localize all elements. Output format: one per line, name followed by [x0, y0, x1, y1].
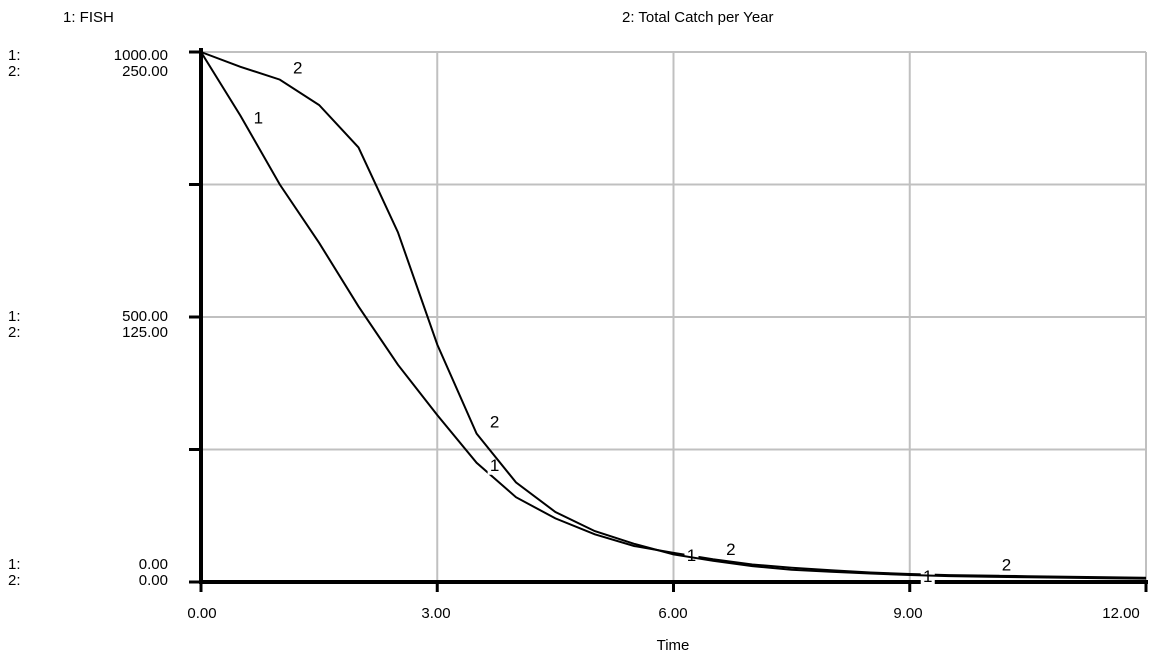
- x-tick-label: 12.00: [1102, 605, 1140, 622]
- series-2-marker-bg: [290, 61, 305, 78]
- series-1-marker: 1: [254, 109, 263, 128]
- series-2-marker-bg: [723, 542, 738, 559]
- x-tick-label: 3.00: [421, 605, 451, 622]
- y-prefix-1-top: 1:: [8, 47, 21, 64]
- series-1-marker: 1: [687, 546, 696, 565]
- series-2-marker-bg: [487, 415, 502, 432]
- series-2-marker-bg: [999, 558, 1014, 575]
- y-prefix-2-bottom: 2:: [8, 572, 21, 589]
- series-2-marker: 2: [726, 540, 735, 559]
- y-tick-2-bottom: 0.00: [138, 572, 168, 589]
- y-prefix-2-top: 2:: [8, 63, 21, 80]
- y-tick-1-mid: 500.00: [122, 308, 168, 325]
- series-2-marker: 2: [1002, 556, 1011, 575]
- series-2-marker: 2: [490, 413, 499, 432]
- series-2-line: [200, 51, 1147, 580]
- y-tick-1-top: 1000.00: [113, 47, 168, 64]
- series-1-marker: 1: [490, 456, 499, 475]
- series-1-line: [200, 51, 1147, 579]
- y-tick-2-mid: 125.00: [122, 324, 168, 341]
- y-prefix-2-mid: 2:: [8, 324, 21, 341]
- series-1-marker-bg: [920, 570, 935, 587]
- series2-title: 2: Total Catch per Year: [622, 9, 774, 26]
- x-axis-title: Time: [656, 637, 690, 654]
- y-prefix-1-bottom: 1:: [8, 556, 21, 573]
- series-1-marker: 1: [923, 567, 932, 586]
- x-tick-label: 6.00: [658, 605, 688, 622]
- x-tick-label: 9.00: [893, 605, 923, 622]
- y-prefix-1-mid: 1:: [8, 308, 21, 325]
- y-tick-2-top: 250.00: [122, 63, 168, 80]
- series1-title: 1: FISH: [63, 9, 114, 26]
- y-tick-1-bottom: 0.00: [138, 556, 168, 573]
- series-1-marker-bg: [487, 458, 502, 475]
- series-1-marker-bg: [251, 111, 266, 128]
- series-2-marker: 2: [293, 59, 302, 78]
- x-tick-label: 0.00: [187, 605, 217, 622]
